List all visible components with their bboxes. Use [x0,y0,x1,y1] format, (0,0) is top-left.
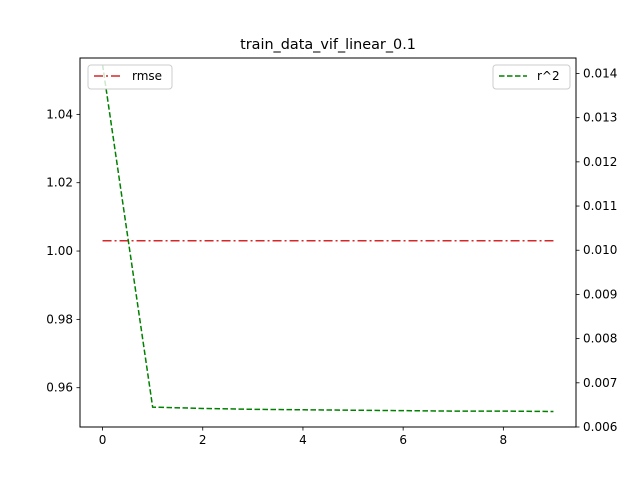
y-tick-label-left: 1.02 [46,176,73,190]
x-tick-label: 0 [99,433,107,447]
series-line-r2 [101,64,554,413]
y-tick-label-right: 0.011 [583,199,617,213]
y-tick-label-left: 1.00 [46,244,73,258]
y-tick-label-right: 0.014 [583,66,617,80]
y-tick-label-left: 0.98 [46,312,73,326]
y-tick-label-right: 0.010 [583,243,617,257]
x-tick-label: 8 [500,433,508,447]
y-tick-label-right: 0.006 [583,420,617,434]
series-layer [101,64,554,413]
legend-r2-label: r^2 [537,69,560,83]
x-tick-label: 6 [399,433,407,447]
y-tick-label-left: 0.96 [46,381,73,395]
y-tick-label-left: 1.04 [46,107,73,121]
y-tick-label-right: 0.013 [583,111,617,125]
y-tick-label-right: 0.009 [583,287,617,301]
legend-rmse: rmse [87,64,173,90]
legend-rmse-label: rmse [132,69,162,83]
axes-layer: 0 2 4 6 8 0.96 0.98 1.00 1.02 1.04 0.006 0.007 0.008… [46,66,617,447]
legend-r2: r^2 [492,64,571,90]
y-tick-label-right: 0.012 [583,155,617,169]
x-tick-label: 4 [299,433,307,447]
x-tick-label: 2 [199,433,207,447]
chart-title: train_data_vif_linear_0.1 [240,37,416,53]
plot-frame [79,57,577,428]
y-tick-label-right: 0.007 [583,376,617,390]
y-tick-label-right: 0.008 [583,332,617,346]
